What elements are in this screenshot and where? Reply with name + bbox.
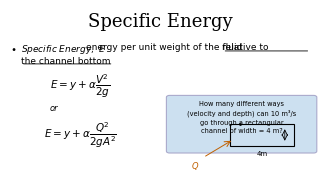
Text: How many different ways
(velocity and depth) can 10 m³/s
go through a rectangula: How many different ways (velocity and de… bbox=[187, 101, 296, 134]
Text: $\bullet$: $\bullet$ bbox=[10, 43, 16, 53]
Text: Specific Energy: Specific Energy bbox=[88, 13, 232, 31]
Bar bbox=[230, 124, 294, 146]
Text: energy per unit weight of the fluid: energy per unit weight of the fluid bbox=[86, 43, 243, 52]
Text: $E = y + \alpha \dfrac{V^2}{2g}$: $E = y + \alpha \dfrac{V^2}{2g}$ bbox=[50, 73, 110, 100]
Text: $\it{Specific\ Energy,\ E:}$: $\it{Specific\ Energy,\ E:}$ bbox=[21, 43, 109, 56]
Text: Q: Q bbox=[192, 162, 199, 171]
Text: the channel bottom: the channel bottom bbox=[21, 57, 110, 66]
Text: or: or bbox=[50, 104, 59, 113]
Text: relative to: relative to bbox=[222, 43, 269, 52]
FancyBboxPatch shape bbox=[166, 95, 317, 153]
Text: $E = y + \alpha \dfrac{Q^2}{2gA^2}$: $E = y + \alpha \dfrac{Q^2}{2gA^2}$ bbox=[44, 120, 116, 150]
Text: 4m: 4m bbox=[257, 151, 268, 157]
